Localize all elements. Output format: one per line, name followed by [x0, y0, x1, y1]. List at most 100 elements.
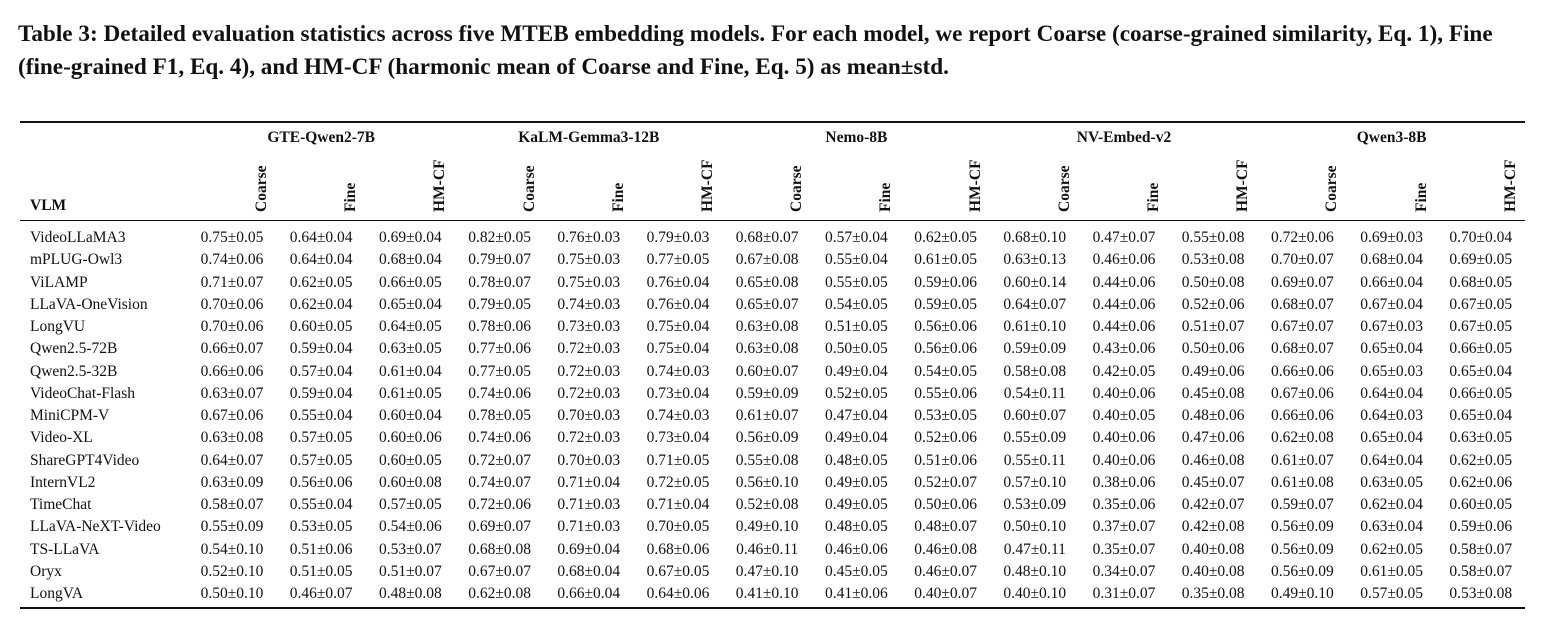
cell: 0.62±0.04 [1360, 496, 1423, 513]
cell: 0.74±0.03 [557, 295, 621, 313]
cell: 0.74±0.06 [200, 251, 264, 269]
cell: 0.59±0.04 [289, 384, 353, 402]
cell: 0.42±0.05 [1092, 362, 1156, 380]
cell: 0.63±0.08 [735, 318, 799, 335]
cell: 0.50±0.06 [1181, 340, 1245, 358]
group-header: KaLM-Gemma3-12B [518, 129, 660, 146]
cell: 0.67±0.05 [1449, 318, 1513, 335]
cell: 0.75±0.05 [200, 229, 264, 246]
cell: 0.47±0.04 [825, 407, 888, 424]
cell: 0.52±0.07 [914, 473, 977, 491]
cell: 0.53±0.08 [1449, 585, 1513, 602]
cell: 0.49±0.10 [735, 518, 799, 536]
cell: 0.70±0.06 [200, 318, 264, 335]
cell: 0.72±0.06 [468, 496, 531, 513]
metric-header: Fine [609, 182, 627, 212]
cell: 0.77±0.06 [468, 340, 531, 358]
cell: 0.46±0.07 [914, 562, 977, 580]
cell: 0.48±0.05 [825, 451, 888, 469]
cell: 0.67±0.04 [1360, 295, 1423, 313]
cell: 0.42±0.07 [1181, 496, 1245, 513]
vlm-name: ViLAMP [30, 273, 88, 291]
cell: 0.64±0.06 [646, 585, 710, 602]
cell: 0.61±0.08 [1271, 473, 1334, 491]
cell: 0.78±0.07 [468, 273, 531, 291]
cell: 0.48±0.05 [825, 518, 888, 536]
vlm-name: MiniCPM-V [30, 407, 110, 424]
cell: 0.66±0.04 [557, 585, 621, 602]
cell: 0.65±0.04 [1449, 362, 1513, 380]
cell: 0.61±0.05 [379, 384, 442, 402]
cell: 0.46±0.07 [289, 585, 353, 602]
cell: 0.72±0.03 [557, 429, 621, 447]
cell: 0.60±0.08 [379, 473, 442, 491]
cell: 0.73±0.04 [646, 384, 710, 402]
cell: 0.66±0.05 [379, 273, 442, 291]
mid-rule [20, 220, 1525, 221]
caption: Table 3: Detailed evaluation statistics … [18, 21, 1493, 80]
cell: 0.44±0.06 [1092, 318, 1156, 335]
vlm-name: LLaVA-OneVision [30, 295, 148, 313]
cell: 0.35±0.08 [1181, 585, 1245, 602]
cell: 0.63±0.08 [200, 429, 264, 447]
cell: 0.65±0.03 [1360, 362, 1423, 380]
cell: 0.60±0.04 [379, 407, 442, 424]
cell: 0.59±0.07 [1271, 496, 1334, 513]
cell: 0.51±0.07 [1181, 318, 1245, 335]
cell: 0.51±0.07 [379, 562, 442, 580]
cell: 0.66±0.06 [1271, 362, 1334, 380]
cell: 0.31±0.07 [1092, 585, 1156, 602]
cell: 0.55±0.11 [1003, 451, 1066, 469]
cell: 0.55±0.09 [200, 518, 264, 536]
cell: 0.56±0.06 [914, 340, 977, 358]
vlm-name: InternVL2 [30, 473, 96, 491]
cell: 0.38±0.06 [1092, 473, 1156, 491]
cell: 0.56±0.06 [289, 473, 353, 491]
cell: 0.77±0.05 [468, 362, 531, 380]
cell: 0.46±0.06 [825, 540, 888, 558]
cell: 0.74±0.06 [468, 384, 531, 402]
cell: 0.68±0.07 [735, 229, 799, 246]
cell: 0.71±0.03 [557, 496, 621, 513]
cell: 0.53±0.05 [289, 518, 353, 536]
metric-header: HM-CF [966, 159, 984, 212]
cell: 0.61±0.05 [1360, 562, 1423, 580]
cell: 0.56±0.09 [1271, 518, 1334, 536]
cell: 0.40±0.05 [1092, 407, 1156, 424]
cell: 0.48±0.06 [1181, 407, 1245, 424]
metric-header: Coarse [788, 165, 806, 213]
cell: 0.40±0.10 [1003, 585, 1067, 602]
cell: 0.65±0.04 [379, 295, 442, 313]
cell: 0.72±0.06 [1271, 229, 1334, 246]
cell: 0.61±0.07 [735, 407, 799, 424]
cell: 0.46±0.06 [1092, 251, 1156, 269]
vlm-name: Video-XL [30, 429, 93, 447]
cell: 0.66±0.06 [1271, 407, 1334, 424]
cell: 0.50±0.05 [825, 340, 888, 358]
cell: 0.60±0.05 [1449, 496, 1513, 513]
cell: 0.51±0.06 [289, 540, 353, 558]
cell: 0.40±0.08 [1181, 562, 1245, 580]
cell: 0.72±0.05 [646, 473, 710, 491]
cell: 0.40±0.06 [1092, 384, 1156, 402]
cell: 0.47±0.10 [735, 562, 799, 580]
cell: 0.56±0.09 [1271, 540, 1334, 558]
vlm-name: mPLUG-Owl3 [30, 251, 123, 269]
cell: 0.55±0.04 [289, 407, 353, 424]
metric-header: Fine [877, 182, 895, 212]
cell: 0.62±0.04 [289, 295, 353, 313]
cell: 0.60±0.05 [379, 451, 442, 469]
cell: 0.55±0.09 [1003, 429, 1067, 447]
cell: 0.68±0.04 [379, 251, 442, 269]
cell: 0.68±0.04 [557, 562, 621, 580]
cell: 0.59±0.04 [289, 340, 353, 358]
vlm-name: Qwen2.5-72B [30, 340, 118, 358]
metric-header: HM-CF [431, 159, 449, 212]
vlm-name: VideoChat-Flash [30, 384, 135, 402]
cell: 0.71±0.04 [557, 473, 621, 491]
cell: 0.51±0.05 [825, 318, 888, 335]
cell: 0.70±0.03 [557, 407, 621, 424]
cell: 0.75±0.03 [557, 273, 621, 291]
cell: 0.72±0.03 [557, 362, 621, 380]
cell: 0.58±0.08 [1003, 362, 1067, 380]
